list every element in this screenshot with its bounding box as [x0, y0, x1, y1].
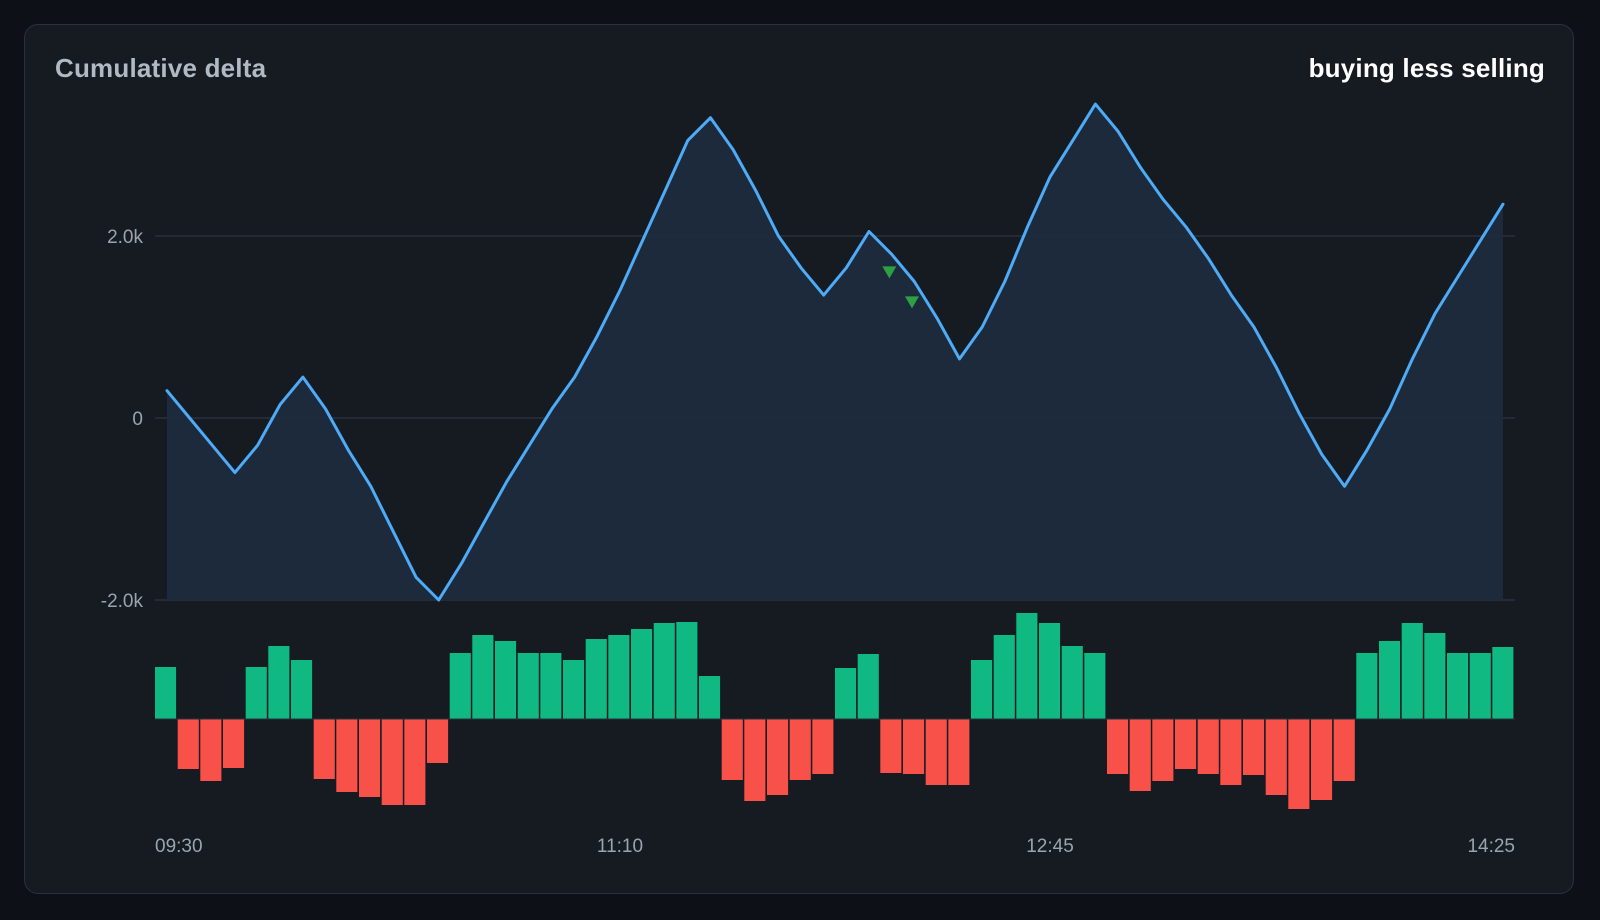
delta-bar [1379, 641, 1401, 719]
delta-bar [721, 719, 743, 780]
delta-bar [155, 667, 177, 719]
delta-bar [857, 654, 879, 719]
delta-bar [472, 635, 494, 719]
delta-bar [903, 719, 925, 774]
area-fill [167, 104, 1503, 600]
delta-bar [835, 668, 857, 719]
x-tick-label: 12:45 [1026, 836, 1074, 857]
delta-bar [585, 639, 607, 719]
x-axis-ticks: 09:30 11:10 12:45 14:25 [155, 836, 1515, 857]
delta-bar [1333, 719, 1355, 781]
delta-bar [563, 660, 585, 719]
delta-bar [1061, 646, 1083, 719]
delta-bar [200, 719, 222, 781]
delta-bar [381, 719, 403, 805]
delta-bar [1424, 633, 1446, 719]
delta-bar [313, 719, 335, 779]
delta-bar [767, 719, 789, 795]
delta-bar [495, 641, 517, 719]
delta-bar [812, 719, 834, 774]
chart-title: Cumulative delta [55, 53, 267, 83]
delta-bar [1197, 719, 1219, 774]
delta-bar [1152, 719, 1174, 781]
delta-bar [1107, 719, 1129, 774]
delta-bar [427, 719, 449, 763]
delta-bar [631, 629, 653, 719]
delta-bar [676, 622, 698, 719]
delta-bars [155, 613, 1515, 809]
delta-bar [948, 719, 970, 785]
delta-bar [608, 635, 630, 719]
delta-bar [744, 719, 766, 801]
delta-bar [268, 646, 290, 719]
delta-bar [1447, 653, 1469, 719]
delta-bar [177, 719, 199, 769]
delta-bar [789, 719, 811, 780]
delta-bar [880, 719, 902, 773]
delta-bar [540, 653, 562, 719]
delta-bar [1401, 623, 1423, 719]
delta-bar [359, 719, 381, 797]
y-axis-ticks: 2.0k 0 -2.0k [101, 227, 144, 612]
chart-card: Cumulative delta buying less selling 2.0… [24, 24, 1574, 894]
marker-triangle [904, 296, 919, 309]
chart-svg: 2.0k 0 -2.0k 09:30 11:10 12:45 14:25 [101, 102, 1515, 857]
delta-bar [653, 623, 675, 719]
y-tick-label: 0 [132, 409, 143, 430]
delta-bar [971, 660, 993, 719]
delta-bar [1356, 653, 1378, 719]
delta-bar [993, 635, 1015, 719]
delta-bar [1175, 719, 1197, 769]
delta-bar [1288, 719, 1310, 809]
delta-bar [1492, 647, 1514, 719]
markers [882, 266, 919, 309]
delta-bar [1220, 719, 1242, 785]
delta-bar [1243, 719, 1265, 775]
delta-bar [223, 719, 245, 768]
delta-bar [925, 719, 947, 785]
delta-bar [336, 719, 358, 792]
x-tick-label: 14:25 [1467, 836, 1515, 857]
delta-bar [1129, 719, 1151, 791]
delta-bar [245, 667, 267, 719]
delta-bar [699, 676, 721, 719]
delta-bar [1084, 653, 1106, 719]
delta-bar [404, 719, 426, 805]
delta-bar [449, 653, 471, 719]
delta-bar [1039, 623, 1061, 719]
x-tick-label: 09:30 [155, 836, 203, 857]
y-tick-label: -2.0k [101, 591, 144, 612]
delta-bar [517, 653, 539, 719]
marker-triangle [882, 266, 897, 279]
cumulative-line [165, 102, 1505, 602]
cumulative-delta-line [165, 102, 1505, 602]
area-path [167, 104, 1503, 600]
delta-bar [291, 660, 313, 719]
delta-bar [1265, 719, 1287, 795]
delta-bar [1311, 719, 1333, 800]
chart-subtitle: buying less selling [1308, 53, 1545, 83]
delta-bar [1469, 653, 1491, 719]
delta-bar [1016, 613, 1038, 719]
x-tick-label: 11:10 [597, 836, 643, 857]
y-tick-label: 2.0k [107, 227, 143, 248]
